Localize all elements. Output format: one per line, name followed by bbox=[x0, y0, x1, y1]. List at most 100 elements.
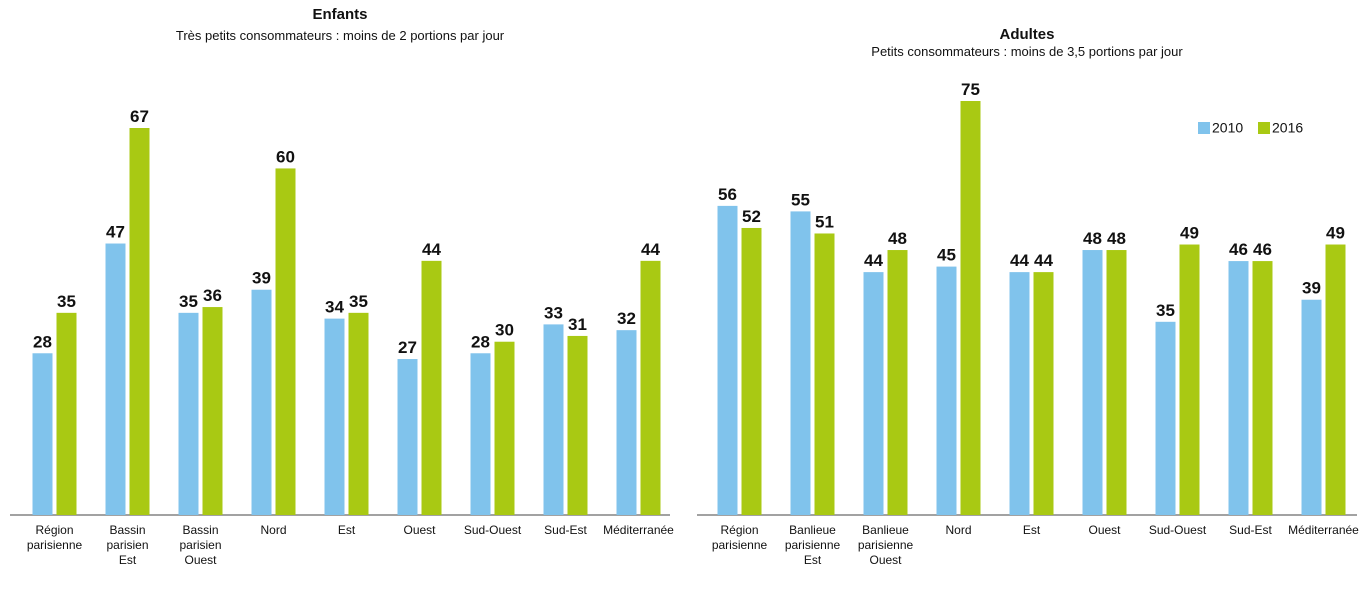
x-tick-label: Méditerranée bbox=[1288, 523, 1359, 537]
data-label: 39 bbox=[252, 269, 271, 288]
data-label: 44 bbox=[1010, 251, 1029, 270]
x-tick-label: Ouest bbox=[1088, 523, 1121, 537]
bar bbox=[640, 260, 661, 515]
chart-title: Adultes bbox=[999, 26, 1055, 43]
bar bbox=[105, 243, 126, 515]
data-label: 48 bbox=[888, 229, 907, 248]
data-label: 44 bbox=[1034, 251, 1053, 270]
data-label: 27 bbox=[398, 338, 417, 357]
bar bbox=[324, 318, 345, 515]
x-tick-label: Sud-Est bbox=[1229, 523, 1272, 537]
data-label: 44 bbox=[641, 240, 660, 259]
data-label: 28 bbox=[33, 332, 52, 351]
bar bbox=[1082, 250, 1103, 516]
x-tick-label: Ouest bbox=[403, 523, 436, 537]
bar bbox=[1106, 250, 1127, 516]
legend-label: 2016 bbox=[1272, 120, 1303, 136]
bar bbox=[616, 330, 637, 515]
bar bbox=[790, 211, 811, 515]
data-label: 48 bbox=[1083, 229, 1102, 248]
bar bbox=[1301, 299, 1322, 515]
bar bbox=[348, 312, 369, 515]
data-label: 30 bbox=[495, 321, 514, 340]
data-label: 39 bbox=[1302, 279, 1321, 298]
bar bbox=[960, 101, 981, 515]
legend-label: 2010 bbox=[1212, 120, 1243, 136]
bar bbox=[178, 312, 199, 515]
x-tick-label: Banlieue parisienne Ouest bbox=[857, 523, 914, 567]
bar bbox=[1033, 272, 1054, 515]
bar bbox=[1228, 261, 1249, 515]
bar bbox=[1009, 272, 1030, 515]
data-label: 51 bbox=[815, 212, 834, 231]
x-tick-label: Banlieue parisienne Est bbox=[784, 523, 841, 567]
data-label: 33 bbox=[544, 303, 563, 322]
legend-swatch bbox=[1198, 122, 1210, 134]
bar bbox=[1179, 244, 1200, 515]
data-label: 44 bbox=[864, 251, 883, 270]
chart-subtitle: Petits consommateurs : moins de 3,5 port… bbox=[871, 44, 1183, 59]
data-label: 60 bbox=[276, 147, 295, 166]
chart-title: Enfants bbox=[312, 6, 368, 23]
bar bbox=[1155, 321, 1176, 515]
bar bbox=[814, 233, 835, 516]
bar bbox=[397, 359, 418, 515]
x-tick-label: Sud-Est bbox=[544, 523, 587, 537]
data-label: 36 bbox=[203, 286, 222, 305]
x-tick-label: Bassin parisien Est bbox=[106, 523, 149, 567]
bar bbox=[421, 260, 442, 515]
data-label: 46 bbox=[1229, 240, 1248, 259]
bar bbox=[1252, 261, 1273, 515]
data-label: 52 bbox=[742, 207, 761, 226]
data-label: 48 bbox=[1107, 229, 1126, 248]
data-label: 46 bbox=[1253, 240, 1272, 259]
x-tick-label: Nord bbox=[945, 523, 972, 537]
bar bbox=[470, 353, 491, 515]
x-tick-label: Méditerranée bbox=[603, 523, 674, 537]
data-label: 45 bbox=[937, 246, 956, 265]
x-tick-label: Sud-Ouest bbox=[1148, 523, 1207, 537]
data-label: 35 bbox=[179, 292, 198, 311]
data-label: 31 bbox=[568, 315, 587, 334]
x-tick-label: Est bbox=[1022, 523, 1041, 537]
data-label: 67 bbox=[130, 107, 149, 126]
data-label: 56 bbox=[718, 185, 737, 204]
x-tick-label: Région parisienne bbox=[711, 523, 768, 552]
bar bbox=[275, 168, 296, 515]
bar bbox=[543, 324, 564, 515]
bar bbox=[863, 272, 884, 515]
data-label: 49 bbox=[1180, 224, 1199, 243]
data-label: 35 bbox=[1156, 301, 1175, 320]
x-tick-label: Région parisienne bbox=[26, 523, 83, 552]
bar bbox=[494, 341, 515, 515]
x-tick-label: Est bbox=[337, 523, 356, 537]
data-label: 44 bbox=[422, 240, 441, 259]
data-label: 34 bbox=[325, 298, 344, 317]
bar bbox=[32, 353, 53, 515]
data-label: 75 bbox=[961, 80, 980, 99]
data-label: 55 bbox=[791, 190, 810, 209]
bar bbox=[936, 266, 957, 515]
bar bbox=[741, 227, 762, 515]
data-label: 28 bbox=[471, 332, 490, 351]
bar bbox=[129, 128, 150, 515]
data-label: 32 bbox=[617, 309, 636, 328]
data-label: 47 bbox=[106, 223, 125, 242]
bar bbox=[717, 205, 738, 515]
bar bbox=[567, 335, 588, 515]
bar bbox=[887, 250, 908, 516]
data-label: 35 bbox=[57, 292, 76, 311]
legend-swatch bbox=[1258, 122, 1270, 134]
bar bbox=[56, 312, 77, 515]
x-tick-label: Sud-Ouest bbox=[463, 523, 522, 537]
data-label: 49 bbox=[1326, 224, 1345, 243]
bar bbox=[251, 289, 272, 515]
x-tick-label: Bassin parisien Ouest bbox=[179, 523, 222, 567]
data-label: 35 bbox=[349, 292, 368, 311]
x-tick-label: Nord bbox=[260, 523, 287, 537]
bar bbox=[202, 307, 223, 515]
bar bbox=[1325, 244, 1346, 515]
chart-subtitle: Très petits consommateurs : moins de 2 p… bbox=[175, 28, 505, 43]
